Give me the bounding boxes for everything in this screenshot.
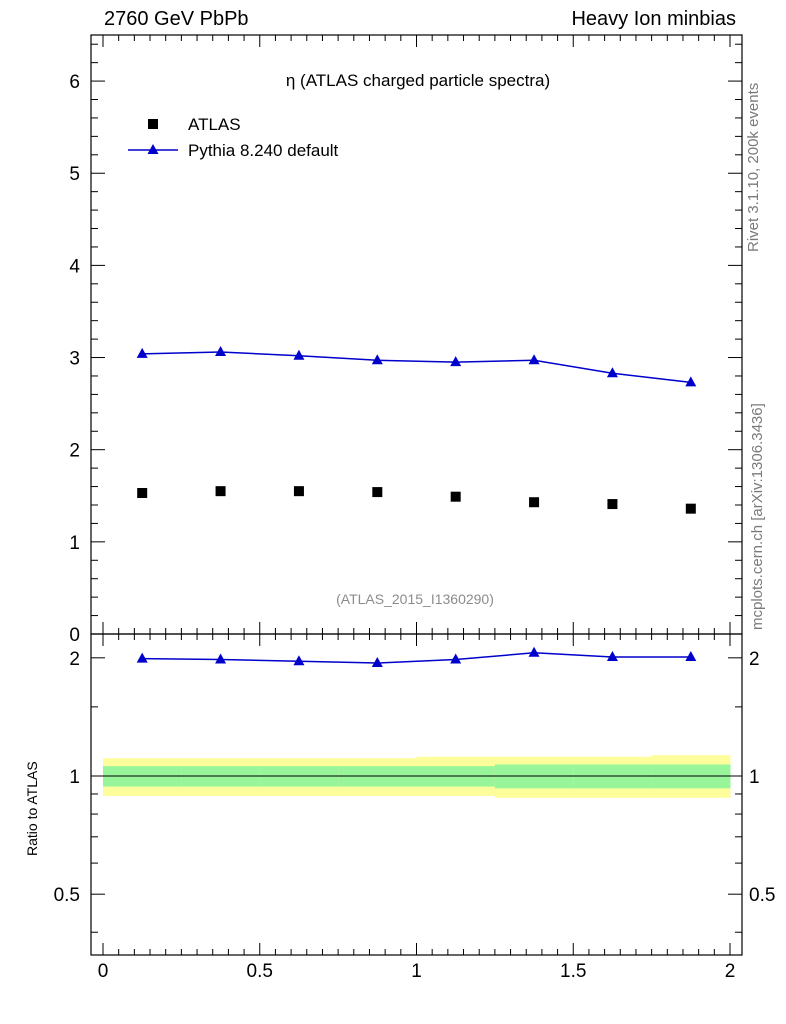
ratio-point bbox=[136, 652, 148, 663]
mc-point bbox=[293, 349, 305, 360]
x-tick-label: 1 bbox=[411, 961, 422, 982]
mc-point bbox=[371, 354, 383, 365]
ratio-y-tick-label-left: 2 bbox=[69, 649, 80, 670]
y-tick-label: 0 bbox=[69, 625, 80, 646]
rivet-label: Rivet 3.1.10, 200k events bbox=[745, 82, 762, 252]
y-tick-label: 1 bbox=[69, 533, 80, 554]
ratio-point bbox=[685, 650, 697, 661]
mcplots-label: mcplots.cern.ch [arXiv:1306.3436] bbox=[749, 403, 766, 630]
mc-point bbox=[685, 376, 697, 387]
mc-point bbox=[215, 346, 227, 357]
x-tick-label: 1.5 bbox=[560, 961, 586, 982]
data-point bbox=[529, 497, 540, 508]
x-tick-label: 2 bbox=[725, 961, 736, 982]
y-tick-label: 2 bbox=[69, 441, 80, 462]
analysis-tag: (ATLAS_2015_I1360290) bbox=[336, 591, 494, 607]
mc-point bbox=[606, 367, 618, 378]
y-tick-label: 6 bbox=[69, 72, 80, 93]
data-point bbox=[215, 486, 226, 497]
ratio-point bbox=[371, 657, 383, 668]
ratio-y-tick-label-right: 1 bbox=[749, 767, 760, 788]
y-tick-label: 4 bbox=[69, 256, 80, 277]
ratio-y-tick-label-right: 2 bbox=[749, 649, 760, 670]
mc-series-line bbox=[142, 351, 691, 384]
data-point bbox=[293, 486, 304, 497]
data-point bbox=[137, 488, 148, 499]
ratio-series-line bbox=[142, 652, 691, 664]
legend-data-label: ATLAS bbox=[188, 115, 241, 134]
y-tick-label: 3 bbox=[69, 349, 80, 370]
ratio-y-tick-label-right: 0.5 bbox=[749, 885, 775, 906]
data-point bbox=[607, 499, 618, 510]
legend-mc-marker bbox=[147, 144, 159, 154]
mc-point bbox=[136, 347, 148, 358]
ratio-point bbox=[606, 650, 618, 661]
ratio-y-tick-label-left: 1 bbox=[69, 767, 80, 788]
ratio-point bbox=[215, 653, 227, 664]
legend-mc-label: Pythia 8.240 default bbox=[188, 141, 339, 160]
mc-point bbox=[528, 354, 540, 365]
ratio-point bbox=[293, 655, 305, 666]
legend-background bbox=[120, 110, 380, 162]
ratio-y-tick-label-left: 0.5 bbox=[54, 885, 80, 906]
y-tick-label: 5 bbox=[69, 164, 80, 185]
data-point bbox=[450, 491, 461, 502]
ratio-point bbox=[528, 646, 540, 657]
mc-point bbox=[450, 356, 462, 367]
x-tick-label: 0.5 bbox=[247, 961, 273, 982]
plot-title: η (ATLAS charged particle spectra) bbox=[286, 71, 550, 90]
ratio-point bbox=[450, 653, 462, 664]
data-point bbox=[372, 487, 383, 498]
legend-data-marker bbox=[148, 119, 158, 129]
data-point bbox=[685, 503, 696, 514]
x-tick-label: 0 bbox=[98, 961, 109, 982]
header-right: Heavy Ion minbias bbox=[571, 8, 736, 30]
ratio-ylabel: Ratio to ATLAS bbox=[24, 761, 40, 856]
header-left: 2760 GeV PbPb bbox=[104, 8, 249, 30]
